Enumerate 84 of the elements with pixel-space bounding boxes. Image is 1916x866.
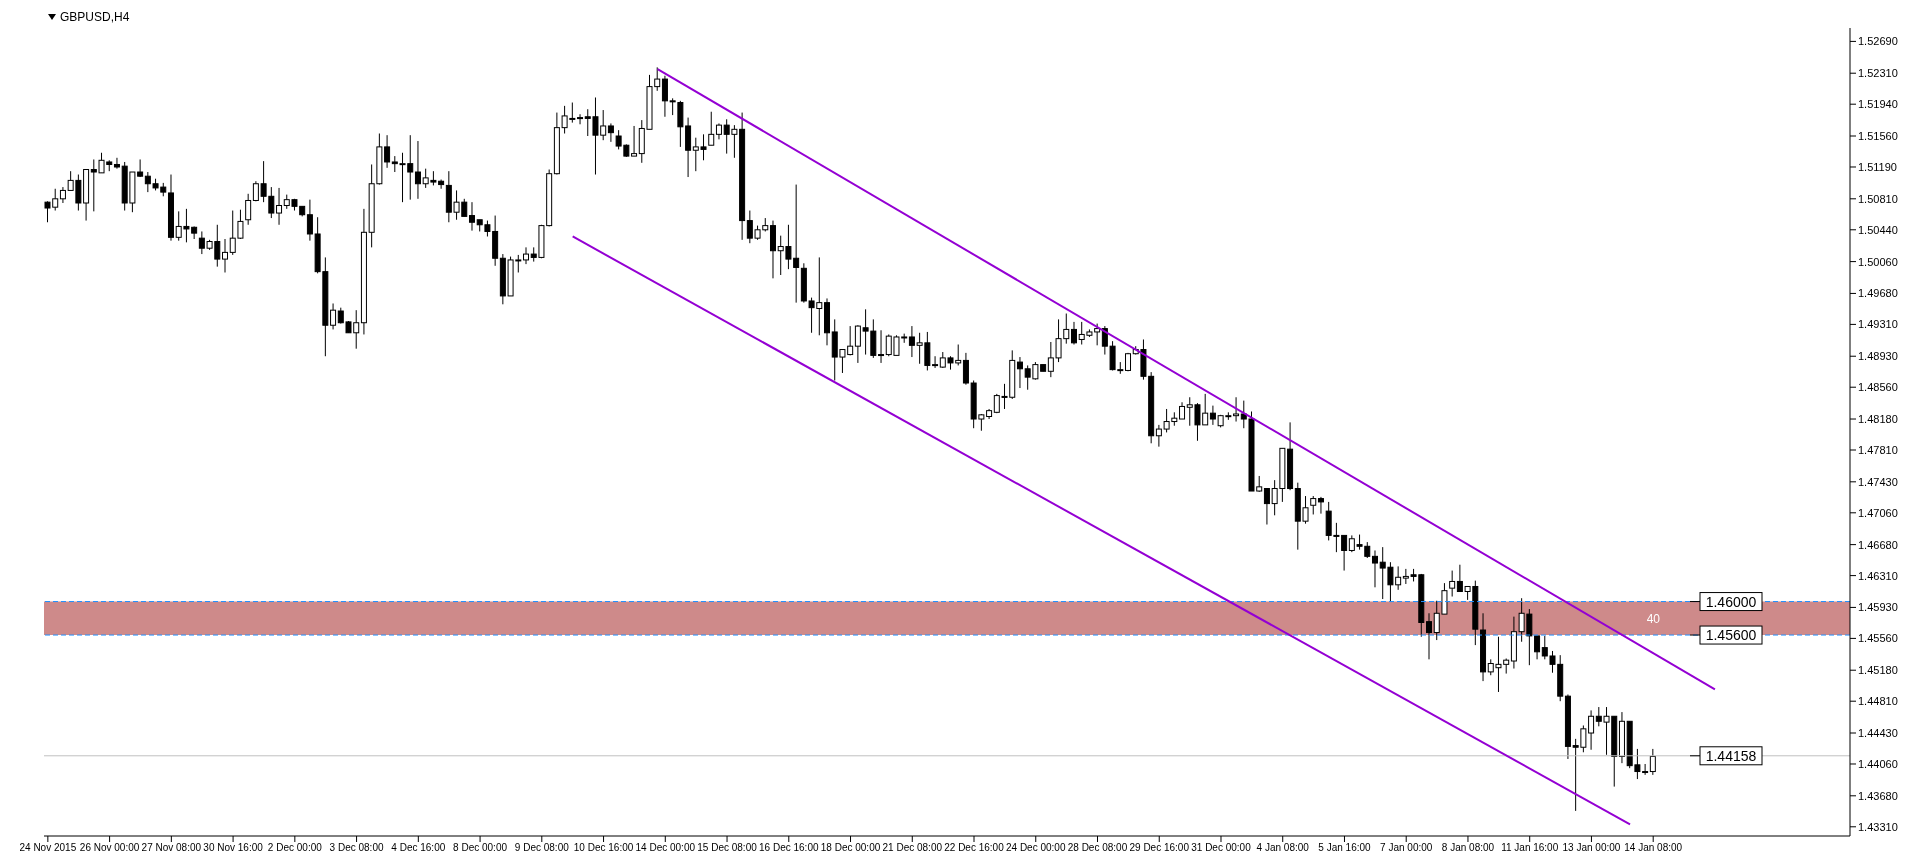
- y-tick-label: 1.52690: [1858, 35, 1898, 48]
- candlestick: [661, 75, 668, 118]
- ref-line-label: 1.45600: [1705, 627, 1757, 644]
- candlestick: [1016, 356, 1023, 389]
- x-tick-label: 30 Nov 16:00: [203, 842, 264, 854]
- x-tick-label: 2 Dec 00:00: [267, 842, 323, 854]
- candlestick: [222, 238, 229, 273]
- x-tick-label: 7 Jan 00:00: [1380, 842, 1433, 854]
- candlestick: [962, 352, 969, 386]
- candlestick: [1317, 496, 1324, 515]
- x-tick-label: 21 Dec 08:00: [882, 842, 943, 854]
- x-tick-label: 16 Dec 16:00: [759, 842, 819, 854]
- candlestick: [468, 201, 475, 232]
- y-tick-label: 1.44060: [1858, 757, 1898, 770]
- x-tick-label: 27 Nov 08:00: [141, 842, 202, 854]
- x-tick-label: 14 Dec 00:00: [635, 842, 696, 854]
- x-tick-label: 4 Dec 16:00: [391, 842, 446, 854]
- x-tick-label: 8 Dec 00:00: [453, 842, 508, 854]
- y-tick-label: 1.46310: [1858, 569, 1898, 582]
- y-tick-label: 1.45930: [1858, 601, 1898, 614]
- candlestick: [932, 355, 939, 369]
- x-tick-label: 9 Dec 08:00: [514, 842, 570, 854]
- candlestick: [1449, 570, 1456, 598]
- y-tick-label: 1.44430: [1858, 726, 1898, 739]
- y-tick-label: 1.50440: [1858, 223, 1898, 236]
- candlestick: [1426, 612, 1433, 660]
- x-tick-label: 5 Jan 16:00: [1318, 842, 1372, 854]
- x-tick-label: 13 Jan 00:00: [1562, 842, 1621, 854]
- x-tick-label: 8 Jan 08:00: [1441, 842, 1495, 854]
- candlestick: [878, 329, 885, 364]
- y-tick-label: 1.49310: [1858, 318, 1898, 331]
- y-tick-label: 1.48560: [1858, 381, 1898, 394]
- candlestick: [1233, 396, 1240, 423]
- x-tick-label: 24 Nov 2015: [19, 842, 77, 854]
- x-tick-label: 26 Nov 00:00: [79, 842, 140, 854]
- x-tick-label: 10 Dec 16:00: [573, 842, 634, 854]
- candlestick: [1263, 488, 1270, 526]
- y-tick-label: 1.43310: [1858, 820, 1898, 833]
- band-label: 40: [1646, 611, 1661, 626]
- y-tick-label: 1.51560: [1858, 129, 1898, 142]
- x-tick-label: 11 Jan 16:00: [1501, 842, 1559, 854]
- candlestick: [577, 113, 584, 125]
- candlestick: [523, 246, 530, 265]
- y-tick-label: 1.45180: [1858, 664, 1898, 677]
- y-tick-label: 1.43680: [1858, 789, 1898, 802]
- x-tick-label: 28 Dec 08:00: [1067, 842, 1128, 854]
- candlestick: [631, 125, 638, 157]
- candlestick: [1649, 748, 1656, 776]
- x-tick-label: 22 Dec 16:00: [944, 842, 1005, 854]
- chart-title: GBPUSD,H4: [60, 10, 130, 24]
- candlestick: [414, 140, 421, 200]
- candlestick: [1371, 549, 1378, 588]
- candlestick: [607, 122, 614, 143]
- y-tick-label: 1.46680: [1858, 538, 1898, 551]
- y-tick-label: 1.49680: [1858, 287, 1898, 300]
- candlestick: [1070, 321, 1077, 345]
- y-tick-label: 1.51940: [1858, 98, 1898, 111]
- ref-line-label: 1.46000: [1705, 593, 1757, 610]
- y-tick-label: 1.47060: [1858, 506, 1898, 519]
- x-tick-label: 14 Jan 08:00: [1624, 842, 1683, 854]
- candlestick: [330, 302, 337, 330]
- x-tick-label: 15 Dec 08:00: [697, 842, 758, 854]
- y-tick-label: 1.47810: [1858, 443, 1898, 456]
- ref-line-label: 1.44158: [1705, 747, 1757, 764]
- candlestick: [708, 111, 715, 146]
- candlestick: [113, 157, 120, 170]
- y-tick-label: 1.48930: [1858, 350, 1898, 363]
- y-tick-label: 1.45560: [1858, 632, 1898, 645]
- y-tick-label: 1.47430: [1858, 475, 1898, 488]
- candlestick: [245, 193, 252, 226]
- x-tick-label: 3 Dec 08:00: [329, 842, 384, 854]
- y-tick-label: 1.50060: [1858, 255, 1898, 268]
- x-tick-label: 31 Dec 00:00: [1191, 842, 1252, 854]
- x-tick-label: 24 Dec 00:00: [1006, 842, 1066, 854]
- candlestick: [276, 187, 283, 226]
- y-tick-label: 1.51190: [1858, 160, 1897, 173]
- y-tick-label: 1.52310: [1858, 67, 1898, 80]
- y-tick-label: 1.44810: [1858, 695, 1898, 708]
- candlestick: [1310, 495, 1317, 515]
- x-tick-label: 29 Dec 16:00: [1129, 842, 1190, 854]
- x-tick-label: 18 Dec 00:00: [820, 842, 881, 854]
- y-tick-label: 1.48180: [1858, 412, 1898, 425]
- y-tick-label: 1.50810: [1858, 192, 1898, 205]
- x-tick-label: 4 Jan 08:00: [1256, 842, 1310, 854]
